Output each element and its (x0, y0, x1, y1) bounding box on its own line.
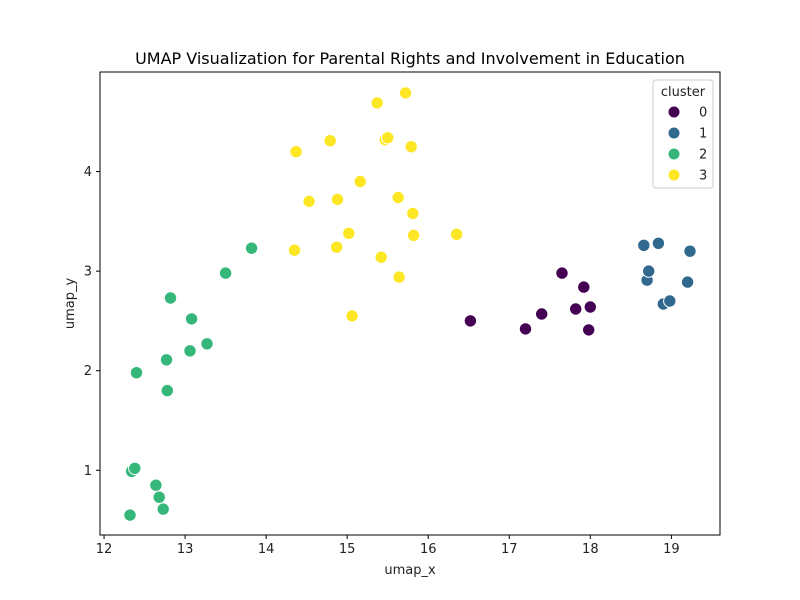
y-axis-ticks: 1 2 3 4 (84, 165, 100, 479)
point-cluster-1-6 (680, 275, 695, 289)
legend-label-0: 0 (699, 106, 707, 121)
x-tick-label-6: 18 (582, 542, 599, 557)
point-cluster-3-10 (374, 250, 388, 264)
point-cluster-1-3 (651, 236, 666, 251)
point-cluster-3-7 (345, 309, 359, 323)
point-cluster-2-4 (149, 478, 163, 492)
point-cluster-3-2 (302, 194, 316, 209)
point-cluster-2-6 (156, 502, 170, 516)
plot-frame (99, 71, 721, 536)
point-cluster-2-9 (163, 291, 178, 305)
point-cluster-2-12 (200, 337, 214, 351)
point-cluster-3-19 (449, 227, 464, 242)
x-tick-label-2: 14 (258, 542, 275, 557)
point-cluster-3-16 (404, 140, 418, 154)
point-cluster-1-7 (683, 244, 697, 258)
point-cluster-3-6 (342, 226, 356, 241)
point-cluster-3-12 (381, 131, 395, 145)
legend-marker-2 (667, 147, 681, 161)
point-cluster-3-15 (398, 86, 413, 100)
point-cluster-3-14 (392, 270, 406, 284)
legend-label-3: 3 (699, 169, 707, 184)
point-cluster-3-18 (406, 228, 421, 243)
point-cluster-3-3 (323, 134, 337, 148)
point-cluster-0-4 (569, 302, 583, 316)
point-cluster-0-2 (535, 307, 549, 321)
point-cluster-3-9 (370, 96, 384, 110)
point-cluster-0-0 (463, 314, 478, 328)
point-cluster-3-13 (391, 190, 405, 205)
point-cluster-2-0 (123, 508, 137, 522)
point-cluster-2-7 (159, 353, 174, 367)
x-axis-label: umap_x (384, 563, 436, 578)
point-cluster-1-0 (637, 238, 651, 253)
y-tick-label-0: 1 (84, 464, 92, 479)
point-cluster-2-2 (128, 461, 142, 475)
point-cluster-1-2 (642, 264, 656, 278)
y-tick-label-1: 2 (84, 364, 92, 379)
point-cluster-3-8 (353, 174, 367, 189)
point-cluster-2-8 (160, 383, 175, 398)
point-cluster-2-5 (152, 490, 166, 504)
point-cluster-3-1 (289, 145, 303, 159)
y-tick-label-3: 4 (84, 165, 92, 180)
point-cluster-1-5 (663, 294, 677, 308)
legend-marker-1 (667, 126, 681, 140)
x-tick-label-5: 17 (501, 542, 518, 557)
x-axis-ticks: 12 13 14 15 16 17 18 19 (96, 535, 680, 557)
point-cluster-3-4 (330, 240, 344, 254)
legend: cluster 0 1 2 3 (652, 79, 714, 189)
x-tick-label-1: 13 (177, 542, 194, 557)
point-cluster-2-10 (183, 344, 197, 358)
point-cluster-2-3 (129, 366, 144, 380)
point-cluster-3-0 (287, 243, 302, 257)
point-cluster-2-11 (184, 312, 199, 326)
chart-title: UMAP Visualization for Parental Rights a… (135, 49, 685, 68)
legend-label-2: 2 (699, 148, 707, 163)
legend-title: cluster (661, 85, 706, 100)
legend-label-1: 1 (699, 127, 707, 142)
x-tick-label-7: 19 (663, 542, 680, 557)
y-axis-label: umap_y (63, 278, 78, 330)
point-cluster-0-5 (577, 280, 591, 294)
scatter-points (123, 86, 697, 522)
y-tick-label-2: 3 (84, 265, 92, 280)
point-cluster-3-17 (406, 206, 420, 221)
legend-marker-0 (667, 105, 681, 119)
point-cluster-2-14 (244, 241, 259, 255)
point-cluster-0-1 (518, 322, 533, 336)
point-cluster-0-6 (582, 323, 596, 337)
point-cluster-3-5 (330, 192, 345, 207)
legend-marker-3 (667, 168, 681, 182)
x-tick-label-4: 16 (420, 542, 437, 557)
point-cluster-0-7 (583, 300, 597, 314)
x-tick-label-3: 15 (339, 542, 356, 557)
legend-items: 0 1 2 3 (667, 105, 707, 184)
legend-box (652, 79, 714, 189)
x-tick-label-0: 12 (96, 542, 113, 557)
point-cluster-0-3 (555, 266, 569, 280)
point-cluster-2-13 (218, 266, 233, 280)
